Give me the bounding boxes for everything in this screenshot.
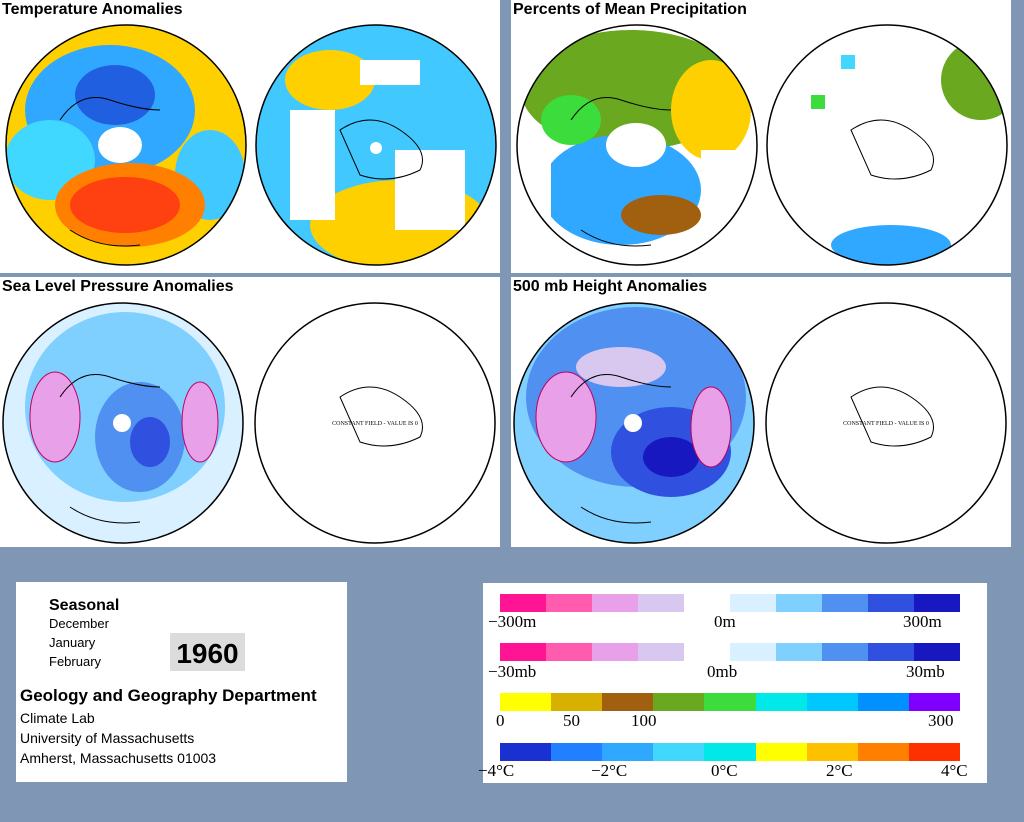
legend-box: −300m 0m 300m −30mb 0mb 30mb 0 50 100 30…	[478, 583, 987, 783]
color-segment	[776, 594, 822, 612]
color-segment	[602, 743, 654, 761]
color-segment	[868, 643, 914, 661]
pressure-scale-mid: 0mb	[707, 662, 738, 681]
address-line-1: Climate Lab	[20, 710, 95, 726]
color-segment	[730, 643, 776, 661]
season-label: Seasonal	[49, 597, 120, 614]
precipitation-map-north	[517, 25, 757, 265]
year-badge	[170, 633, 245, 671]
color-segment	[638, 643, 684, 661]
sea-level-pressure-panel: CONSTANT FIELD - VALUE IS 0 Sea Level Pr…	[0, 277, 500, 547]
color-segment	[653, 743, 705, 761]
temperature-panel: Temperature Anomalies	[0, 0, 500, 273]
sea-level-pressure-maps: CONSTANT FIELD - VALUE IS 0	[2, 302, 496, 544]
address-line-3: Amherst, Massachusetts 01003	[20, 750, 217, 766]
color-segment	[653, 693, 705, 711]
color-segment	[822, 594, 868, 612]
temperature-color-bar	[500, 743, 960, 761]
pressure-scale-max: 30mb	[906, 662, 945, 681]
color-segment	[755, 743, 807, 761]
color-segment	[704, 743, 756, 761]
precipitation-panel: Percents of Mean Precipitation	[511, 0, 1011, 273]
info-box: Seasonal December January February 1960 …	[16, 582, 347, 782]
precip-scale-100: 100	[631, 711, 657, 730]
height-scale-mid: 0m	[714, 612, 736, 631]
temp-scale-4: 4°C	[941, 761, 968, 780]
sea-level-pressure-note: CONSTANT FIELD - VALUE IS 0	[332, 421, 418, 427]
temp-scale-minus4: −4°C	[478, 761, 515, 780]
height-500mb-panel: CONSTANT FIELD - VALUE IS 0 500 mb Heigh…	[511, 277, 1011, 547]
height-500mb-maps: CONSTANT FIELD - VALUE IS 0	[513, 302, 1007, 544]
color-segment	[908, 743, 960, 761]
color-segment	[546, 594, 592, 612]
sea-level-pressure-map-north	[3, 303, 243, 543]
color-segment	[914, 643, 960, 661]
color-segment	[500, 643, 546, 661]
height-scale-max: 300m	[903, 612, 942, 631]
color-segment	[914, 594, 960, 612]
month-2: January	[49, 635, 96, 650]
temperature-maps	[5, 24, 497, 266]
height-500mb-note: CONSTANT FIELD - VALUE IS 0	[843, 421, 929, 427]
height-scale-min: −300m	[488, 612, 537, 631]
color-segment	[868, 594, 914, 612]
height-500mb-title: 500 mb Height Anomalies	[511, 277, 710, 297]
month-3: February	[49, 654, 102, 669]
color-segment	[546, 643, 592, 661]
sea-level-pressure-map-south	[254, 302, 496, 544]
precipitation-title: Percents of Mean Precipitation	[511, 0, 749, 20]
temperature-map-north	[6, 25, 246, 265]
color-segment	[592, 643, 638, 661]
height-color-bar	[500, 594, 960, 612]
color-segment	[755, 693, 807, 711]
color-segment	[730, 594, 776, 612]
temperature-title: Temperature Anomalies	[0, 0, 185, 20]
color-segment	[684, 643, 730, 661]
color-segment	[500, 594, 546, 612]
color-segment	[857, 743, 909, 761]
precipitation-maps	[516, 24, 1008, 266]
precipitation-map-south	[767, 25, 1007, 265]
temp-scale-0: 0°C	[711, 761, 738, 780]
height-500mb-map-north	[514, 303, 754, 543]
sea-level-pressure-title: Sea Level Pressure Anomalies	[0, 277, 236, 297]
color-segment	[500, 693, 552, 711]
color-segment	[806, 693, 858, 711]
color-segment	[551, 693, 603, 711]
color-segment	[822, 643, 868, 661]
precipitation-color-bar	[500, 693, 960, 711]
color-segment	[684, 594, 730, 612]
color-segment	[638, 594, 684, 612]
department-label: Geology and Geography Department	[20, 686, 317, 705]
pressure-color-bar	[500, 643, 960, 661]
address-line-2: University of Massachusetts	[20, 730, 195, 746]
color-segment	[592, 594, 638, 612]
precip-scale-300: 300	[928, 711, 954, 730]
color-segment	[551, 743, 603, 761]
color-segment	[602, 693, 654, 711]
pressure-scale-min: −30mb	[488, 662, 537, 681]
precip-scale-0: 0	[496, 711, 505, 730]
color-segment	[908, 693, 960, 711]
temp-scale-minus2: −2°C	[591, 761, 628, 780]
temperature-map-south	[256, 25, 496, 265]
color-segment	[776, 643, 822, 661]
month-1: December	[49, 616, 109, 631]
precip-scale-50: 50	[563, 711, 580, 730]
year-label: 1960	[176, 638, 239, 669]
color-segment	[500, 743, 552, 761]
temp-scale-2: 2°C	[826, 761, 853, 780]
color-segment	[704, 693, 756, 711]
color-segment	[857, 693, 909, 711]
height-500mb-map-south	[765, 302, 1007, 544]
color-segment	[806, 743, 858, 761]
